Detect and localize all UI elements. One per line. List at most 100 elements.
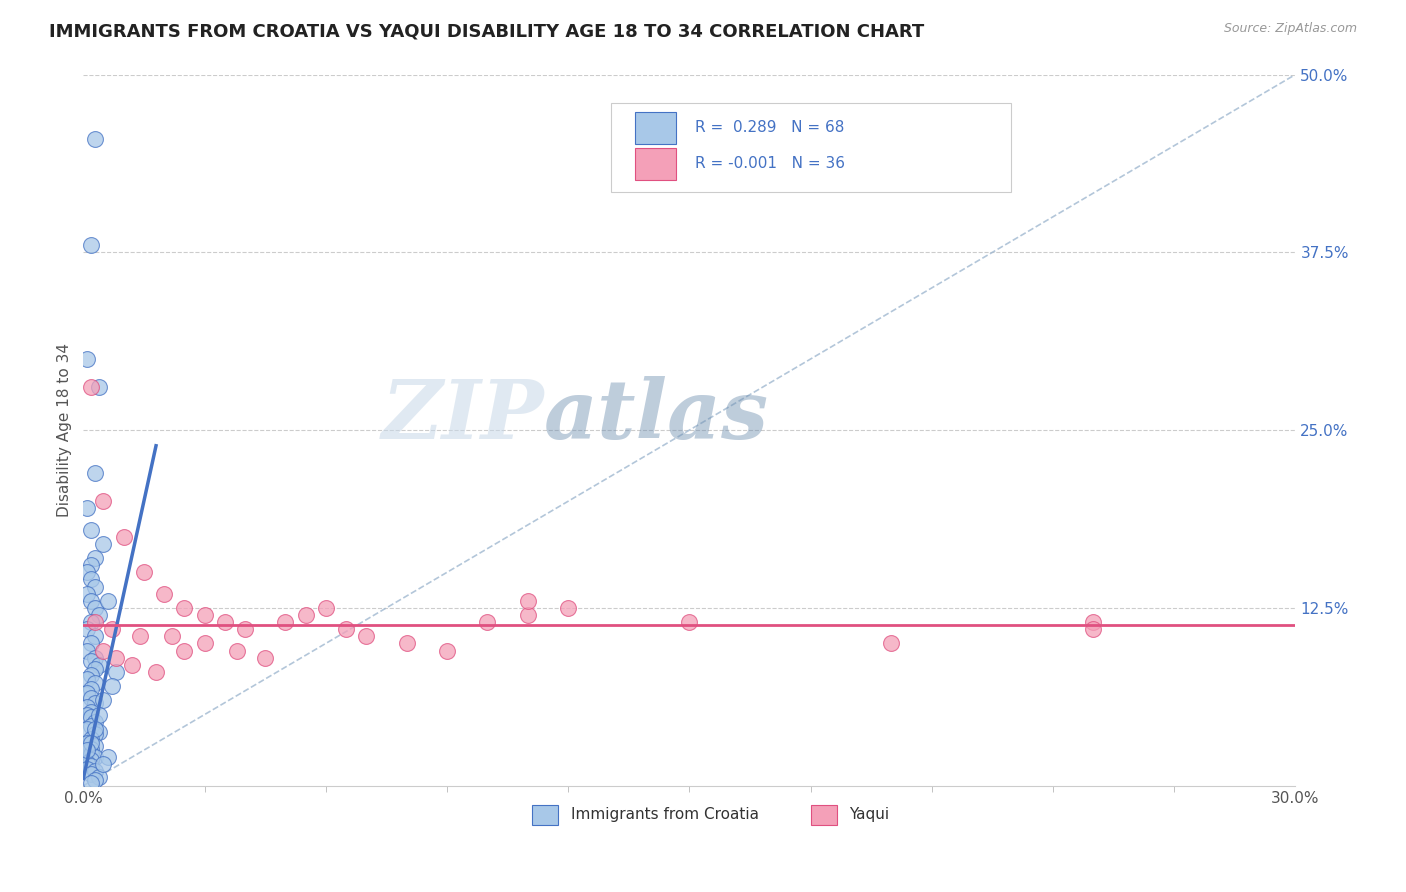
Point — [225, 643, 247, 657]
Point — [84, 131, 107, 145]
Point — [80, 380, 103, 394]
Point — [80, 681, 103, 696]
Point — [76, 743, 98, 757]
Point — [84, 629, 107, 643]
Point — [274, 615, 297, 629]
Point — [76, 707, 98, 722]
Point — [80, 776, 103, 790]
Point — [89, 724, 111, 739]
Point — [80, 753, 103, 767]
Point — [84, 696, 107, 710]
Point — [80, 710, 103, 724]
Point — [80, 573, 103, 587]
Point — [80, 736, 103, 750]
Point — [173, 601, 195, 615]
Point — [112, 530, 135, 544]
Point — [76, 745, 98, 759]
Point — [153, 587, 176, 601]
Point — [84, 551, 107, 566]
Point — [100, 679, 122, 693]
Point — [89, 707, 111, 722]
Point — [80, 759, 103, 773]
Point — [516, 607, 538, 622]
Point — [80, 690, 103, 705]
Point — [395, 636, 418, 650]
Point — [84, 662, 107, 676]
Point — [76, 762, 98, 776]
Point — [76, 756, 98, 770]
Point — [233, 622, 256, 636]
Point — [294, 607, 316, 622]
Text: Source: ZipAtlas.com: Source: ZipAtlas.com — [1223, 22, 1357, 36]
Point — [84, 650, 107, 665]
Point — [80, 238, 103, 252]
Point — [76, 736, 98, 750]
Point — [76, 566, 98, 580]
Point — [84, 739, 107, 753]
Point — [104, 665, 127, 679]
Point — [84, 466, 107, 480]
Point — [76, 501, 98, 516]
Point — [678, 615, 700, 629]
Point — [80, 667, 103, 681]
Point — [80, 615, 103, 629]
Point — [880, 636, 903, 650]
Point — [84, 676, 107, 690]
FancyBboxPatch shape — [636, 148, 676, 180]
FancyBboxPatch shape — [610, 103, 1011, 192]
Point — [84, 750, 107, 764]
Point — [76, 700, 98, 714]
Point — [516, 594, 538, 608]
Text: IMMIGRANTS FROM CROATIA VS YAQUI DISABILITY AGE 18 TO 34 CORRELATION CHART: IMMIGRANTS FROM CROATIA VS YAQUI DISABIL… — [49, 22, 925, 40]
Point — [132, 566, 155, 580]
Point — [84, 722, 107, 736]
Point — [80, 558, 103, 573]
Point — [76, 587, 98, 601]
Point — [84, 727, 107, 741]
Point — [160, 629, 183, 643]
Point — [89, 380, 111, 394]
Point — [214, 615, 236, 629]
Point — [76, 686, 98, 700]
Point — [477, 615, 499, 629]
FancyBboxPatch shape — [531, 805, 558, 825]
Point — [80, 747, 103, 762]
Point — [93, 494, 115, 508]
Point — [335, 622, 357, 636]
Text: ZIP: ZIP — [381, 376, 544, 456]
Point — [193, 636, 215, 650]
Point — [80, 636, 103, 650]
Point — [1083, 615, 1105, 629]
Point — [84, 615, 107, 629]
Point — [89, 770, 111, 784]
Point — [354, 629, 377, 643]
Point — [1083, 622, 1105, 636]
Point — [93, 537, 115, 551]
Point — [76, 351, 98, 366]
Point — [104, 650, 127, 665]
Point — [84, 772, 107, 787]
Text: atlas: atlas — [544, 376, 769, 456]
Point — [89, 657, 111, 672]
Point — [128, 629, 150, 643]
Text: R =  0.289   N = 68: R = 0.289 N = 68 — [696, 120, 845, 136]
Point — [84, 601, 107, 615]
Text: R = -0.001   N = 36: R = -0.001 N = 36 — [696, 156, 845, 171]
Point — [145, 665, 167, 679]
Point — [76, 722, 98, 736]
Point — [80, 523, 103, 537]
Y-axis label: Disability Age 18 to 34: Disability Age 18 to 34 — [58, 343, 72, 517]
Point — [80, 741, 103, 756]
Point — [80, 654, 103, 668]
Point — [80, 767, 103, 781]
Point — [80, 731, 103, 746]
Point — [80, 594, 103, 608]
Point — [89, 607, 111, 622]
Text: Immigrants from Croatia: Immigrants from Croatia — [571, 807, 759, 822]
Point — [173, 643, 195, 657]
Point — [76, 643, 98, 657]
Point — [84, 764, 107, 779]
Point — [76, 672, 98, 686]
Point — [315, 601, 337, 615]
Point — [193, 607, 215, 622]
